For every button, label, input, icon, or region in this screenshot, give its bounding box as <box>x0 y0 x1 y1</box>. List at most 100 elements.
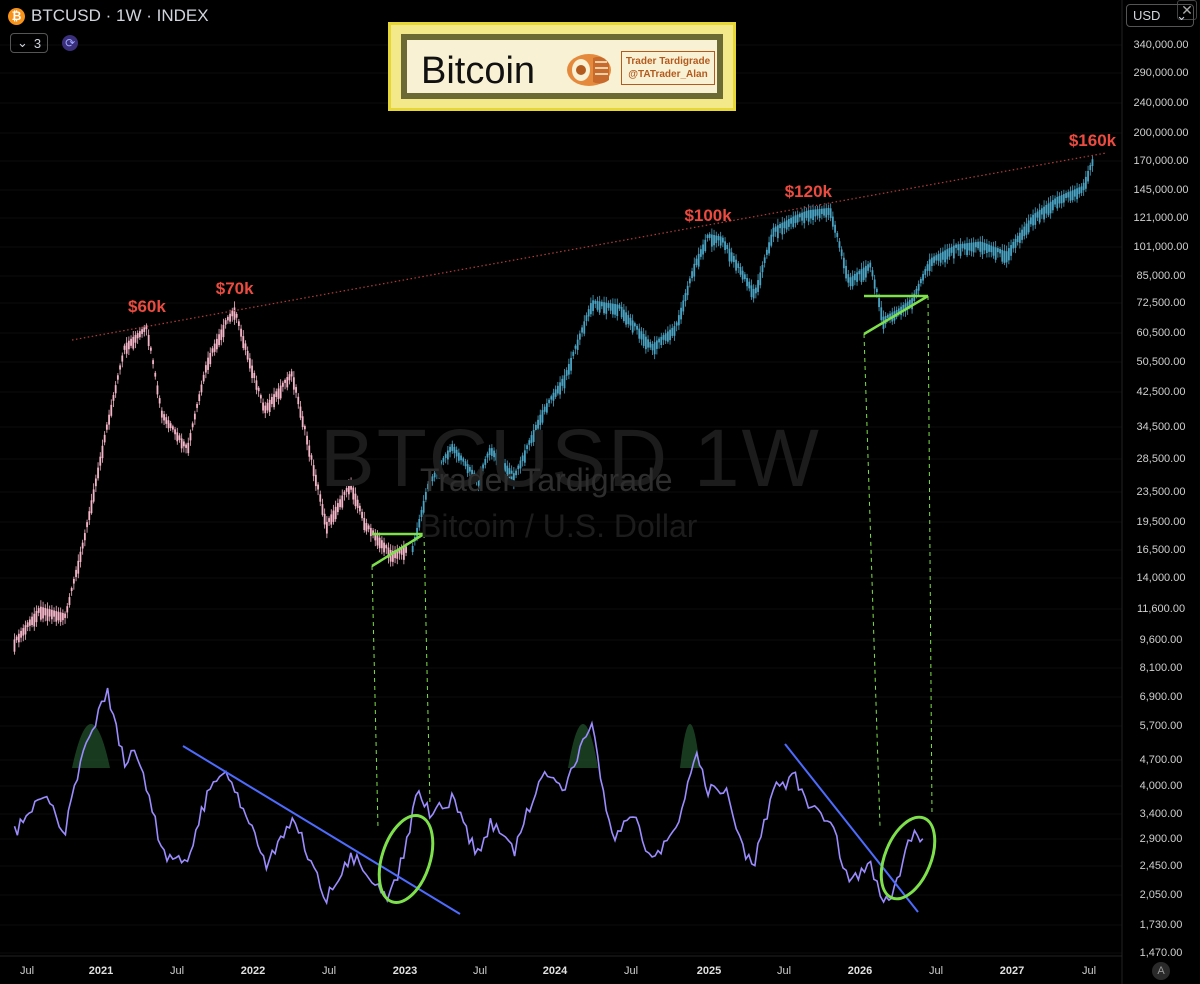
candle-body <box>418 518 421 528</box>
candle-body <box>429 480 432 487</box>
candle-body <box>675 322 678 326</box>
candle-body <box>598 301 601 313</box>
candle-body <box>585 315 588 321</box>
candle-body <box>451 444 454 451</box>
candle-body <box>838 241 841 248</box>
candle-body <box>702 244 704 255</box>
candle-body <box>607 302 610 308</box>
currency-select[interactable]: USD ⌄ <box>1126 4 1194 27</box>
candle-body <box>574 345 577 349</box>
peak-label-4: $160k <box>1068 131 1117 151</box>
candle-body <box>994 247 997 260</box>
candle-body <box>222 324 225 338</box>
refresh-icon[interactable]: ⟳ <box>62 35 79 51</box>
candle-body <box>207 357 209 370</box>
candle-body <box>105 424 108 430</box>
auto-scale-button[interactable]: A <box>1152 962 1170 980</box>
candle-body <box>405 546 407 553</box>
price-tick-label: 101,000.00 <box>1133 241 1189 253</box>
indicators-toggle-button[interactable]: ⌄ 3 <box>10 33 49 53</box>
candle-body <box>343 491 346 495</box>
candle-body <box>262 402 264 411</box>
indicator-line <box>13 687 924 906</box>
candle-body <box>739 267 742 275</box>
candle-body <box>240 328 242 337</box>
candle-body <box>686 285 689 296</box>
candle-body <box>46 608 49 621</box>
candle-body <box>246 350 249 360</box>
author-tag: Trader Tardigrade @TATrader_Alan <box>621 51 715 85</box>
candle-body <box>548 399 550 404</box>
candle-body <box>534 424 537 432</box>
candle-body <box>792 216 795 227</box>
candle-body <box>515 470 517 476</box>
candle-body <box>297 396 300 405</box>
chevron-down-icon: ⌄ <box>17 35 28 50</box>
candle-body <box>138 331 141 338</box>
price-tick-label: 4,700.00 <box>1139 754 1183 766</box>
candle-body <box>50 609 53 620</box>
candle-body <box>273 394 275 408</box>
candle-body <box>176 432 179 442</box>
candle-body <box>504 463 506 472</box>
candle-body <box>772 227 775 237</box>
candle-body <box>633 323 636 327</box>
candle-body <box>449 446 451 453</box>
candle-body <box>336 503 339 513</box>
candle-body <box>81 542 84 549</box>
candle-body <box>545 403 548 413</box>
symbol-header[interactable]: ₿ BTCUSD · 1W · INDEX <box>8 6 209 26</box>
time-tick-label: 2024 <box>542 965 568 977</box>
candle-body <box>979 241 982 252</box>
candle-body <box>1091 159 1094 167</box>
candle-body <box>1080 186 1083 193</box>
candle-body <box>647 339 649 348</box>
candle-body <box>266 402 269 411</box>
candle-body <box>299 406 302 418</box>
candle-body <box>770 234 773 246</box>
candle-body <box>981 242 984 255</box>
candle-body <box>145 325 148 330</box>
close-icon[interactable]: ✕ <box>1177 0 1197 20</box>
candle-body <box>15 636 18 641</box>
candle-body <box>614 304 616 315</box>
price-tick-label: 6,900.00 <box>1139 691 1183 703</box>
candle-body <box>750 285 753 298</box>
time-tick-label: Jul <box>623 965 639 977</box>
candle-body <box>468 467 471 472</box>
candle-body <box>497 455 500 468</box>
candle-body <box>539 414 542 425</box>
candle-body <box>757 280 759 292</box>
resistance-trendline <box>71 152 1107 341</box>
candle-body <box>352 487 355 500</box>
candle-body <box>367 525 370 530</box>
candle-body <box>1043 206 1045 220</box>
candle-body <box>156 385 159 395</box>
candle-body <box>323 513 326 525</box>
indicator-fill-area <box>72 724 110 768</box>
candle-body <box>264 405 267 414</box>
candle-body <box>365 523 368 532</box>
candle-body <box>420 509 423 518</box>
candle-body <box>248 358 251 369</box>
candle-body <box>275 391 278 397</box>
indicator-downtrend-line-1 <box>182 745 461 915</box>
candle-body <box>292 377 295 390</box>
time-tick-label: 2021 <box>88 965 114 977</box>
candle-body <box>37 608 40 613</box>
candle-body <box>442 457 445 462</box>
candle-body <box>1071 190 1074 201</box>
candle-body <box>805 210 808 218</box>
candle-body <box>779 224 781 229</box>
candle-body <box>985 243 988 254</box>
candle-body <box>110 404 113 416</box>
candle-body <box>834 224 836 233</box>
title-badge-inner: Bitcoin Trader Tardigrade @TATrader_Alan <box>401 34 723 99</box>
candle-body <box>620 306 623 318</box>
candle-body <box>229 313 231 322</box>
price-tick-label: 290,000.00 <box>1133 67 1189 79</box>
candle-body <box>638 328 641 339</box>
candle-body <box>321 504 324 515</box>
peak-label-1: $70k <box>215 279 254 299</box>
